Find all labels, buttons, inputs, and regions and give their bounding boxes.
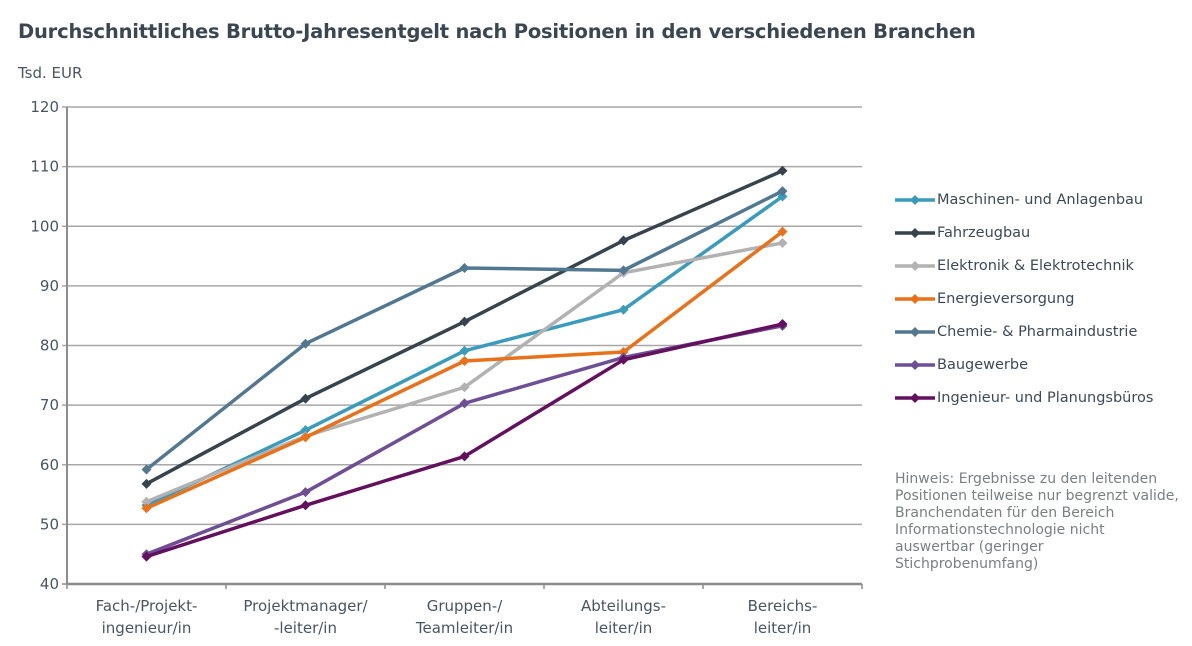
legend-label: Ingenieur- und Planungsbüros — [937, 389, 1154, 406]
series-lines — [141, 165, 788, 562]
legend-item: Baugewerbe — [895, 348, 1153, 381]
data-point-marker — [777, 237, 788, 248]
x-tick-label: Bereichs- — [748, 597, 818, 615]
x-tick-label: leiter/in — [595, 619, 653, 637]
data-point-marker — [459, 316, 470, 327]
series-line — [145, 241, 783, 504]
data-point-marker — [618, 265, 629, 276]
series-6 — [141, 319, 788, 562]
y-tick-label: 90 — [40, 277, 59, 295]
x-tick-label: ingenieur/in — [102, 619, 192, 637]
x-tick-label: -leiter/in — [274, 619, 337, 637]
data-point-marker — [141, 496, 152, 507]
legend-label: Elektronik & Elektrotechnik — [937, 257, 1134, 274]
data-point-marker — [618, 347, 629, 358]
series-line — [145, 169, 784, 486]
y-axis-unit-label: Tsd. EUR — [18, 64, 83, 82]
data-point-marker — [300, 393, 311, 404]
legend-item: Ingenieur- und Planungsbüros — [895, 381, 1153, 414]
data-point-marker — [459, 451, 470, 462]
data-point-marker — [777, 165, 788, 176]
legend: Maschinen- und Anlagenbau Fahrzeugbau Elek… — [895, 183, 1153, 414]
series-3 — [141, 226, 788, 514]
legend-item: Fahrzeugbau — [895, 216, 1153, 249]
legend-swatch-icon — [895, 293, 935, 304]
data-point-marker — [459, 345, 470, 356]
data-point-marker — [141, 464, 152, 475]
data-point-marker — [618, 235, 629, 246]
data-point-marker — [300, 425, 311, 436]
legend-label: Chemie- & Pharmaindustrie — [937, 323, 1138, 340]
legend-swatch-icon — [895, 392, 935, 403]
data-point-marker — [141, 551, 152, 562]
data-point-marker — [777, 226, 788, 237]
x-tick-label: Gruppen-/ — [427, 597, 503, 615]
legend-swatch-icon — [895, 227, 935, 238]
legend-item: Energieversorgung — [895, 282, 1153, 315]
y-tick-label: 60 — [40, 456, 59, 474]
data-point-marker — [300, 487, 311, 498]
data-point-marker — [141, 503, 152, 514]
legend-item: Maschinen- und Anlagenbau — [895, 183, 1153, 216]
x-tick-label: Teamleiter/in — [415, 619, 513, 637]
data-point-marker — [300, 432, 311, 443]
series-1 — [141, 165, 788, 489]
series-line — [145, 189, 784, 471]
footnote: Hinweis: Ergebnisse zu den leitenden Pos… — [895, 471, 1179, 572]
data-point-marker — [777, 319, 788, 330]
series-line — [145, 230, 784, 510]
series-4 — [141, 186, 788, 475]
legend-swatch-icon — [895, 194, 935, 205]
data-point-marker — [459, 398, 470, 409]
gridlines — [62, 106, 862, 585]
x-tick-label: Abteilungs- — [581, 597, 666, 615]
data-point-marker — [300, 500, 311, 511]
chart-title: Durchschnittliches Brutto-Jahresentgelt … — [18, 20, 976, 43]
legend-swatch-icon — [895, 359, 935, 370]
legend-swatch-icon — [895, 326, 935, 337]
y-tick-label: 120 — [30, 98, 59, 116]
data-point-marker — [300, 338, 311, 349]
x-tick-label: Fach-/Projekt- — [96, 597, 198, 615]
data-point-marker — [459, 262, 470, 273]
legend-item: Elektronik & Elektrotechnik — [895, 249, 1153, 282]
data-point-marker — [777, 186, 788, 197]
y-tick-label: 80 — [40, 337, 59, 355]
x-tick-label: Projektmanager/ — [243, 597, 368, 615]
data-point-marker — [618, 354, 629, 365]
data-point-marker — [459, 382, 470, 393]
legend-swatch-icon — [895, 260, 935, 271]
y-tick-label: 40 — [40, 575, 59, 593]
legend-item: Chemie- & Pharmaindustrie — [895, 315, 1153, 348]
y-axis-ticks: 40 50 60 70 80 90 100 110 120 — [30, 98, 59, 593]
y-tick-label: 110 — [30, 158, 59, 176]
legend-label: Maschinen- und Anlagenbau — [937, 191, 1144, 208]
legend-label: Fahrzeugbau — [937, 224, 1031, 241]
axes — [66, 107, 863, 589]
legend-label: Energieversorgung — [937, 290, 1075, 307]
data-point-marker — [141, 478, 152, 489]
x-tick-label: leiter/in — [754, 619, 812, 637]
x-axis-labels: Fach-/Projekt-ingenieur/in Projektmanager… — [96, 597, 818, 637]
legend-label: Baugewerbe — [937, 356, 1029, 373]
y-tick-label: 70 — [40, 396, 59, 414]
data-point-marker — [618, 304, 629, 315]
data-point-marker — [459, 356, 470, 367]
y-tick-label: 50 — [40, 515, 59, 533]
y-tick-label: 100 — [30, 217, 59, 235]
